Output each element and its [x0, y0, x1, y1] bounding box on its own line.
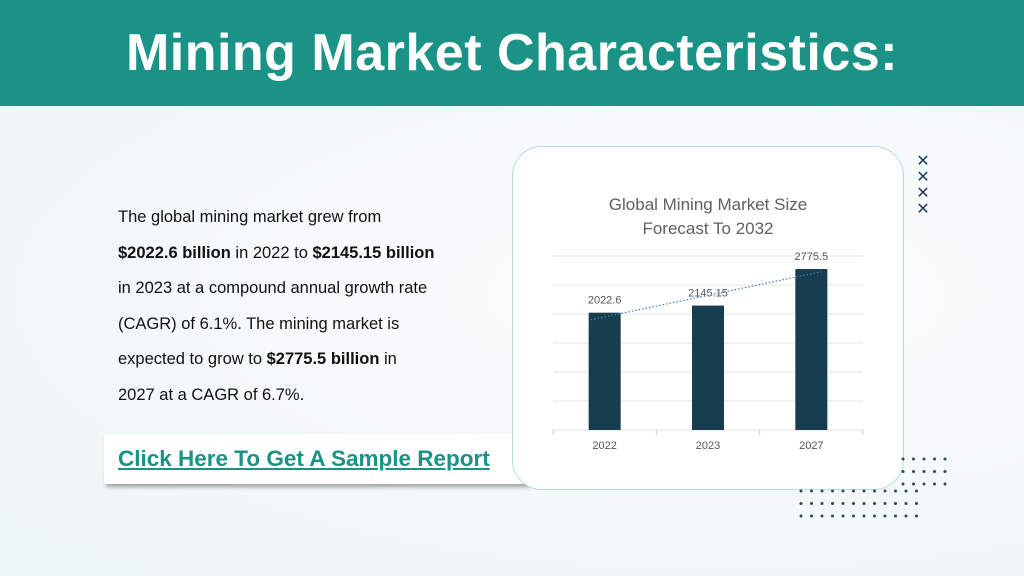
- decor-dot: [810, 514, 813, 518]
- decor-dot: [799, 514, 803, 518]
- decor-dot: [915, 514, 918, 518]
- decor-dot: [820, 489, 824, 493]
- decor-dot: [820, 514, 824, 518]
- cross-icon: ✕: [916, 169, 930, 186]
- decor-dot: [922, 470, 926, 473]
- decor-dot: [831, 514, 834, 518]
- x-tick-label: 2027: [799, 440, 823, 452]
- chart-title-line-2: Forecast To 2032: [642, 219, 774, 238]
- decor-dot: [841, 502, 845, 505]
- decor-dot: [922, 457, 926, 461]
- decor-dot: [894, 514, 897, 518]
- text-line-3: in 2023 at a compound annual growth rate: [118, 279, 428, 297]
- decor-dot: [883, 514, 887, 518]
- decor-dot: [894, 489, 897, 493]
- decor-dot: [933, 470, 936, 473]
- data-label: 2775.5: [795, 251, 829, 263]
- decor-dot: [883, 489, 887, 493]
- data-label: 2022.6: [588, 295, 622, 307]
- decor-dot: [862, 489, 866, 493]
- decor-dot: [904, 514, 908, 518]
- bar: [692, 305, 724, 430]
- decor-dot: [943, 482, 947, 486]
- decor-dot: [852, 502, 855, 505]
- decor-dot: [904, 502, 908, 505]
- decor-dot: [810, 489, 813, 493]
- decor-dot: [915, 489, 918, 493]
- decor-dot: [912, 482, 915, 486]
- description-paragraph: The global mining market grew from $2022…: [118, 200, 478, 413]
- text-line-2: $2022.6 billion in 2022 to $2145.15 bill…: [118, 243, 435, 262]
- x-tick-label: 2023: [696, 440, 720, 452]
- decor-dot: [873, 502, 876, 505]
- text-line-1: The global mining market grew from: [118, 208, 382, 226]
- decor-dot: [933, 482, 936, 486]
- decor-dot: [831, 502, 834, 505]
- decor-dot: [810, 502, 813, 505]
- chart-title: Global Mining Market Size Forecast To 20…: [513, 193, 903, 241]
- value-2027: $2775.5 billion: [266, 350, 380, 368]
- decor-dot: [852, 514, 855, 518]
- decor-dot: [841, 489, 845, 493]
- decor-dot: [943, 470, 947, 473]
- dot-grid-decoration: [900, 456, 956, 490]
- bar-chart: 2022.6 2022 2145.15 2023 2775.5 2027: [552, 251, 864, 452]
- chart-title-line-1: Global Mining Market Size: [608, 195, 808, 214]
- cross-icon: ✕: [916, 185, 930, 202]
- decor-dot: [901, 457, 905, 461]
- cta-box: Click Here To Get A Sample Report: [104, 434, 528, 484]
- sample-report-link[interactable]: Click Here To Get A Sample Report: [118, 446, 490, 471]
- decor-dot: [873, 489, 876, 493]
- decor-dot: [873, 514, 876, 518]
- data-label: 2145.15: [688, 288, 728, 300]
- decor-dot: [933, 457, 936, 461]
- decor-dot: [852, 489, 855, 493]
- cross-decoration: ✕ ✕ ✕ ✕: [914, 154, 932, 218]
- value-2022: $2022.6 billion: [118, 243, 231, 262]
- decor-dot: [862, 502, 866, 505]
- cross-icon: ✕: [916, 201, 930, 218]
- x-tick-label: 2022: [592, 440, 616, 452]
- decor-dot: [943, 457, 947, 461]
- chart-card: Global Mining Market Size Forecast To 20…: [512, 146, 904, 490]
- page-title: Mining Market Characteristics:: [125, 24, 899, 82]
- text-line-5: expected to grow to $2775.5 billion in: [118, 350, 397, 368]
- decor-dot: [799, 489, 803, 493]
- bar: [795, 269, 828, 430]
- decor-dot: [915, 502, 918, 505]
- decor-dot: [841, 514, 845, 518]
- bar: [588, 312, 621, 430]
- header-banner: Mining Market Characteristics:: [0, 0, 1024, 106]
- decor-dot: [820, 502, 824, 505]
- decor-dot: [912, 457, 915, 461]
- decor-dot: [912, 470, 915, 473]
- dot-grid-decoration: [798, 488, 922, 522]
- value-2023: $2145.15 billion: [312, 243, 435, 262]
- decor-dot: [901, 470, 905, 473]
- decor-dot: [922, 482, 926, 486]
- trendline: [590, 271, 822, 321]
- text-line-4: (CAGR) of 6.1%. The mining market is: [118, 314, 400, 333]
- cross-icon: ✕: [916, 153, 930, 170]
- text-line-6: 2027 at a CAGR of 6.7%.: [118, 385, 305, 404]
- decor-dot: [831, 489, 834, 493]
- decor-dot: [799, 502, 803, 505]
- decor-dot: [862, 514, 866, 518]
- decor-dot: [904, 489, 908, 493]
- decor-dot: [883, 502, 887, 505]
- decor-dot: [894, 502, 897, 505]
- decor-dot: [901, 482, 905, 486]
